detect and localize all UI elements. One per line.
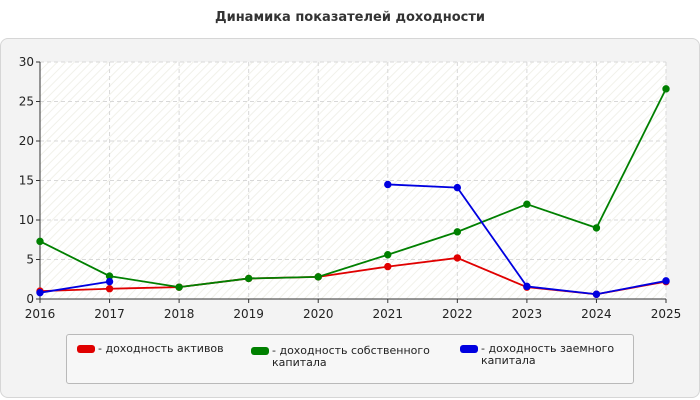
x-tick-label: 2021 <box>373 307 404 321</box>
y-tick-label: 30 <box>19 55 34 69</box>
y-tick-label: 5 <box>26 253 34 267</box>
data-point-1 <box>453 228 462 236</box>
data-point-1 <box>662 85 670 93</box>
x-tick-label: 2017 <box>94 307 125 321</box>
data-point-0 <box>105 285 114 293</box>
y-tick-label: 25 <box>19 95 34 109</box>
data-point-2 <box>523 282 531 291</box>
series-group <box>36 85 670 298</box>
data-point-2 <box>36 288 44 297</box>
x-tick-label: 2018 <box>164 307 195 321</box>
legend-item-equity: - доходность собственного капитала <box>251 345 430 369</box>
legend-item-assets: - доходность активов <box>77 343 224 355</box>
legend-label-equity: - доходность собственного капитала <box>272 344 430 369</box>
data-point-1 <box>36 237 44 246</box>
x-tick-label: 2022 <box>442 307 473 321</box>
data-point-1 <box>175 283 183 291</box>
data-point-1 <box>384 251 392 259</box>
data-point-0 <box>453 254 462 262</box>
legend-swatch-green <box>251 347 269 355</box>
data-point-0 <box>384 262 392 271</box>
legend-swatch-blue <box>460 345 478 353</box>
x-tick-label: 2020 <box>303 307 334 321</box>
y-tick-label: 0 <box>26 292 34 306</box>
data-point-1 <box>523 200 531 208</box>
x-tick-label: 2023 <box>512 307 543 321</box>
data-point-2 <box>105 277 114 286</box>
data-point-1 <box>314 273 322 281</box>
chart-title: Динамика показателей доходности <box>215 10 485 25</box>
data-point-2 <box>453 183 462 192</box>
legend-item-debt: - доходность заемного капитала <box>460 343 614 367</box>
x-tick-label: 2024 <box>581 307 612 321</box>
data-point-1 <box>244 274 253 283</box>
y-tick-label: 15 <box>19 174 34 188</box>
legend-label-assets: - доходность активов <box>98 342 224 355</box>
series-line-2 <box>39 280 110 294</box>
data-point-2 <box>592 290 601 298</box>
data-point-2 <box>662 277 670 285</box>
legend: - доходность активов - доходность собств… <box>66 334 634 384</box>
x-tick-label: 2016 <box>25 307 56 321</box>
x-tick-label: 2019 <box>233 307 264 321</box>
legend-swatch-red <box>77 345 95 353</box>
y-tick-label: 20 <box>19 134 34 148</box>
series-line-1 <box>39 88 667 289</box>
legend-label-debt: - доходность заемного капитала <box>481 342 615 367</box>
data-point-1 <box>592 224 601 232</box>
data-point-2 <box>384 180 392 189</box>
y-tick-label: 10 <box>19 213 34 227</box>
x-tick-label: 2025 <box>651 307 682 321</box>
